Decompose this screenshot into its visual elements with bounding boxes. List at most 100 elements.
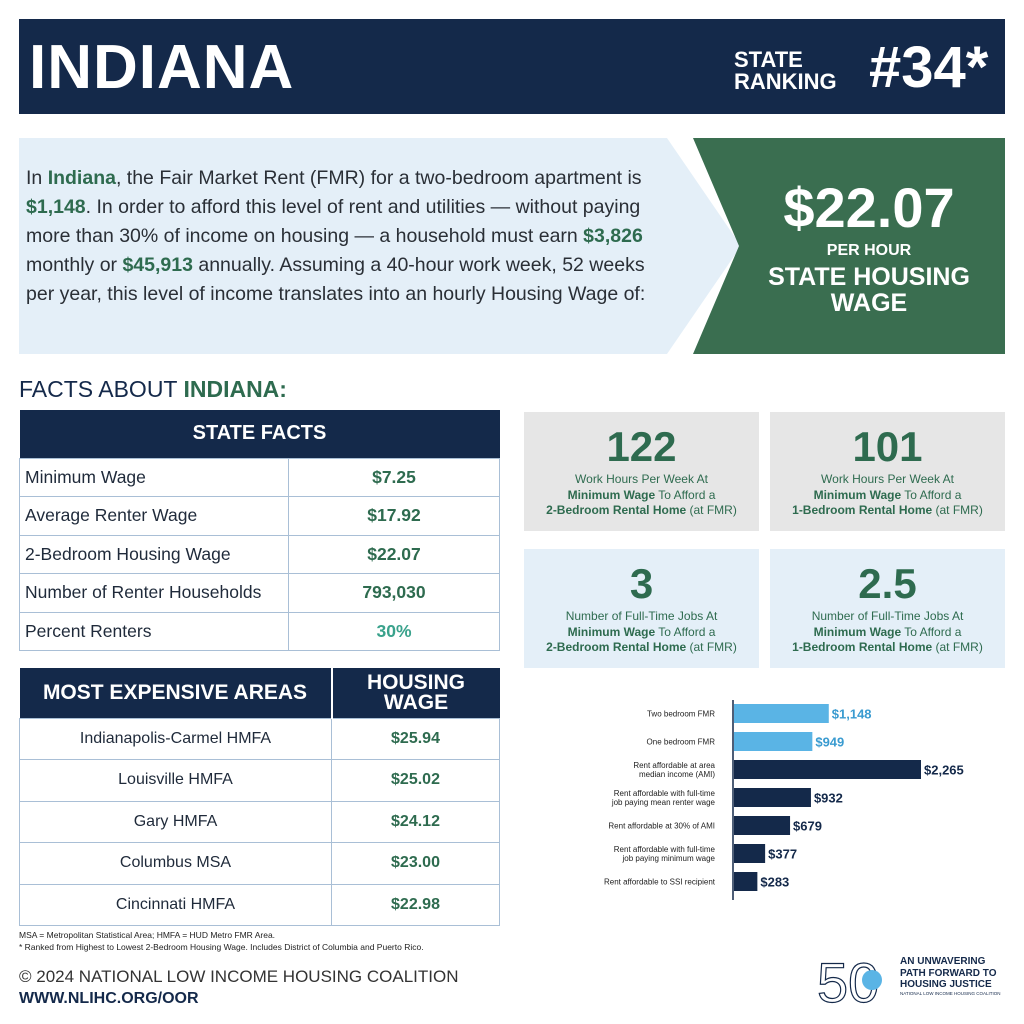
housing-wage-label: STATE HOUSING WAGE bbox=[733, 264, 1005, 316]
anniversary-50-logo: 50 bbox=[817, 952, 882, 1006]
state-facts-title: STATE FACTS bbox=[19, 410, 500, 458]
housing-wage-label-1: STATE HOUSING bbox=[768, 263, 970, 291]
footnote-2: * Ranked from Highest to Lowest 2-Bedroo… bbox=[19, 942, 424, 952]
stat-desc-line: Number of Full-Time Jobs At bbox=[811, 609, 964, 623]
housing-wage-amount: $22.07 bbox=[783, 176, 955, 239]
chart-data-label: $377 bbox=[768, 847, 797, 862]
stat-number: 122 bbox=[606, 423, 677, 470]
fact-label: Number of Renter Households bbox=[19, 573, 289, 613]
stat-card: 101 Work Hours Per Week At Minimum Wage … bbox=[770, 412, 1005, 531]
stat-desc-line: 2-Bedroom Rental Home (at FMR) bbox=[524, 640, 759, 656]
table-row: Gary HMFA $24.12 bbox=[19, 800, 500, 843]
area-label: Indianapolis-Carmel HMFA bbox=[19, 717, 332, 760]
stat-desc-text: (at FMR) bbox=[932, 640, 983, 654]
fact-value: 793,030 bbox=[288, 573, 500, 613]
stat-desc-bold: 1-Bedroom Rental Home bbox=[792, 503, 933, 517]
stat-desc-bold: Minimum Wage bbox=[813, 624, 902, 639]
stat-desc-bold: 2-Bedroom Rental Home bbox=[546, 640, 687, 654]
stat-desc-line: 1-Bedroom Rental Home (at FMR) bbox=[770, 640, 1005, 656]
ranking-label: STATE RANKING bbox=[734, 49, 837, 93]
intro-t1: In bbox=[26, 167, 48, 189]
fact-value: $7.25 bbox=[288, 457, 500, 497]
fact-value: $17.92 bbox=[288, 496, 500, 536]
chart-data-label: $932 bbox=[814, 791, 843, 806]
state-facts-table: STATE FACTS Minimum Wage $7.25 Average Re… bbox=[19, 410, 500, 651]
chart-category-label: Rent affordable at area bbox=[633, 761, 715, 770]
logo-tagline: AN UNWAVERING PATH FORWARD TO HOUSING JU… bbox=[900, 956, 1010, 997]
area-label: Cincinnati HMFA bbox=[19, 883, 332, 926]
rent-comparison-chart: $1,148 Two bedroom FMR $949 One bedroom FMR… bbox=[604, 700, 964, 900]
chart-bar bbox=[734, 732, 813, 751]
fact-label: 2-Bedroom Housing Wage bbox=[19, 534, 289, 574]
housing-wage-column-header: HOUSING WAGE bbox=[330, 668, 500, 718]
stat-card: 122 Work Hours Per Week At Minimum Wage … bbox=[524, 412, 759, 531]
area-label: Columbus MSA bbox=[19, 842, 332, 885]
stat-description: Number of Full-Time Jobs At Minimum Wage… bbox=[524, 609, 759, 656]
areas-column-header: MOST EXPENSIVE AREAS bbox=[19, 668, 332, 718]
intro-t4: monthly or bbox=[26, 254, 123, 276]
chart-category-label: Rent affordable at 30% of AMI bbox=[608, 822, 715, 831]
fact-label: Percent Renters bbox=[19, 611, 289, 651]
chart-bar bbox=[734, 844, 766, 863]
chart-category-label: Rent affordable to SSI recipient bbox=[604, 878, 716, 887]
chart-category-label: median income (AMI) bbox=[639, 770, 715, 779]
chart-data-label: $1,148 bbox=[832, 707, 872, 722]
stat-desc-text: To Afford a bbox=[901, 624, 962, 639]
header-banner: INDIANA STATE RANKING #34* bbox=[19, 19, 1005, 114]
stat-desc-line: 1-Bedroom Rental Home (at FMR) bbox=[770, 503, 1005, 519]
intro-t5: annually. Assuming a 40-hour work week, … bbox=[26, 254, 646, 305]
chart-category-label: One bedroom FMR bbox=[647, 738, 716, 747]
copyright: © 2024 NATIONAL LOW INCOME HOUSING COALI… bbox=[19, 967, 459, 986]
facts-heading: FACTS ABOUT INDIANA: bbox=[19, 376, 287, 403]
table-row: Columbus MSA $23.00 bbox=[19, 842, 500, 885]
tagline-line: AN UNWAVERING bbox=[900, 956, 986, 967]
intro-monthly: $3,826 bbox=[583, 225, 643, 247]
chart-bar bbox=[734, 872, 758, 891]
stat-desc-line: Minimum Wage To Afford a bbox=[524, 625, 759, 641]
area-value: $25.02 bbox=[331, 759, 500, 802]
stat-desc-text: (at FMR) bbox=[686, 503, 737, 517]
stat-desc-bold: Minimum Wage bbox=[567, 487, 656, 502]
table-row: Percent Renters 30% bbox=[19, 611, 500, 651]
area-label: Gary HMFA bbox=[19, 800, 332, 843]
intro-annual: $45,913 bbox=[122, 254, 193, 276]
ranking-label-line-1: STATE bbox=[734, 47, 803, 72]
stat-desc-line: 2-Bedroom Rental Home (at FMR) bbox=[524, 503, 759, 519]
table-row: Number of Renter Households 793,030 bbox=[19, 573, 500, 613]
fact-label: Average Renter Wage bbox=[19, 496, 289, 536]
chart-category-label: Rent affordable with full-time bbox=[614, 845, 716, 854]
website-link[interactable]: WWW.NLIHC.ORG/OOR bbox=[19, 990, 199, 1007]
stat-description: Work Hours Per Week At Minimum Wage To A… bbox=[524, 472, 759, 519]
stat-desc-text: To Afford a bbox=[901, 487, 962, 502]
table-row: Minimum Wage $7.25 bbox=[19, 457, 500, 497]
tagline-line: PATH FORWARD TO bbox=[900, 967, 997, 979]
stat-desc-text: (at FMR) bbox=[932, 503, 983, 517]
chart-bar bbox=[734, 788, 811, 807]
table-row: 2-Bedroom Housing Wage $22.07 bbox=[19, 534, 500, 574]
housing-wage-label-2: WAGE bbox=[830, 289, 908, 317]
intro-panel: In Indiana, the Fair Market Rent (FMR) f… bbox=[19, 138, 741, 354]
chart-category-label: job paying mean renter wage bbox=[611, 798, 716, 807]
facts-heading-prefix: FACTS ABOUT bbox=[19, 376, 184, 402]
area-value: $22.98 bbox=[331, 883, 500, 926]
area-value: $24.12 bbox=[331, 800, 500, 843]
area-label: Louisville HMFA bbox=[19, 759, 332, 802]
chart-data-label: $2,265 bbox=[924, 763, 964, 778]
stat-description: Work Hours Per Week At Minimum Wage To A… bbox=[770, 472, 1005, 519]
table-row: Average Renter Wage $17.92 bbox=[19, 496, 500, 536]
hw-header-2: WAGE bbox=[383, 690, 449, 714]
stat-number: 2.5 bbox=[858, 560, 917, 607]
chart-category-label: job paying minimum wage bbox=[622, 854, 716, 863]
stat-description: Number of Full-Time Jobs At Minimum Wage… bbox=[770, 609, 1005, 656]
stat-card: 2.5 Number of Full-Time Jobs At Minimum … bbox=[770, 549, 1005, 668]
fact-value: 30% bbox=[288, 611, 500, 651]
housing-wage-box: $22.07 PER HOUR STATE HOUSING WAGE bbox=[693, 138, 1005, 354]
chart-data-label: $679 bbox=[793, 819, 822, 834]
intro-t3: . In order to afford this level of rent … bbox=[26, 196, 641, 247]
chart-bar bbox=[734, 760, 921, 779]
stat-desc-line: Number of Full-Time Jobs At bbox=[565, 609, 718, 623]
ranking-label-line-2: RANKING bbox=[734, 69, 837, 94]
fact-label: Minimum Wage bbox=[19, 457, 289, 497]
logo-dot-icon bbox=[862, 970, 882, 990]
stat-desc-line: Minimum Wage To Afford a bbox=[524, 488, 759, 504]
